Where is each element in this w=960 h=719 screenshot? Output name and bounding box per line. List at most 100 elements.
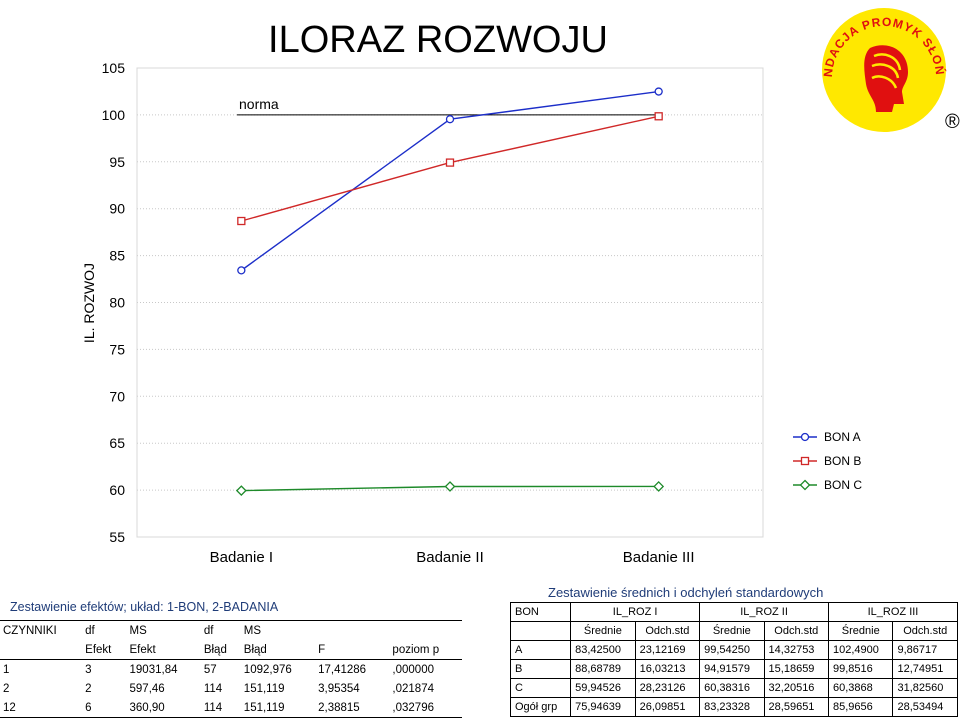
y-tick-label: 85: [109, 248, 125, 264]
table-header-row: Średnie Odch.std Średnie Odch.std Średnie Odc…: [509, 621, 958, 641]
y-tick-label: 90: [109, 201, 125, 217]
table-cell: 75,94639: [570, 697, 636, 717]
table-header-cell: F: [315, 640, 390, 660]
table-cell: 88,68789: [570, 659, 636, 679]
table-cell: ,021874: [392, 682, 434, 695]
table-cell: 3: [85, 663, 92, 676]
table-header-cell: poziom p: [389, 640, 462, 660]
y-tick-label: 65: [109, 435, 125, 451]
table-cell: 102,4900: [828, 640, 894, 660]
table-row: Ogół grp 75,94639 26,09851 83,23328 28,59651…: [509, 697, 958, 717]
y-tick-label: 105: [102, 60, 126, 76]
table-cell: 31,82560: [892, 678, 958, 698]
effects-table-title: Zestawienie efektów; układ: 1-BON, 2-BAD…: [10, 600, 279, 614]
y-tick-label: 70: [109, 388, 125, 404]
table-header-cell: IL_ROZ III: [828, 602, 958, 622]
table-cell: ,000000: [392, 663, 434, 676]
table-cell: 14,32753: [763, 640, 830, 660]
table-header-row: CZYNNIKI df MS df MS: [0, 620, 462, 640]
data-point: [445, 158, 455, 167]
table-cell: 1: [3, 663, 10, 676]
table-header-cell: MS: [240, 620, 316, 640]
table-cell: 9,86717: [892, 640, 958, 660]
table-cell: 28,53494: [892, 697, 958, 717]
table-header-cell: CZYNNIKI: [0, 620, 83, 640]
y-tick-label: 55: [109, 529, 125, 545]
table-header-cell: Efekt: [126, 640, 201, 660]
table-cell: 60,3868: [828, 678, 894, 698]
table-cell: 16,03213: [634, 659, 701, 679]
reference-line-label: norma: [239, 96, 279, 112]
table-cell: 17,41286: [318, 663, 367, 676]
legend-marker: [799, 479, 811, 491]
table-cell: ,032796: [389, 698, 462, 718]
table-cell: 57: [203, 663, 217, 676]
table-row: A 83,42500 23,12169 99,54250 14,32753 102,490…: [509, 640, 958, 660]
chart-title: ILORAZ ROZWOJU: [268, 19, 608, 61]
y-tick-label: 95: [109, 154, 125, 170]
y-axis-label: IL. ROZWOJ: [81, 263, 97, 343]
table-header-cell: Błąd: [240, 640, 316, 660]
table-cell: 360,90: [126, 698, 201, 718]
y-tick-label: 80: [109, 295, 125, 311]
table-row: 2 2 597,46 114 151,119 3,95354 ,021874: [0, 679, 462, 698]
table-cell: 99,54250: [699, 640, 765, 660]
table-cell: 15,18659: [763, 659, 830, 679]
table-header-cell: df: [82, 620, 127, 640]
table-row: C 59,94526 28,23126 60,38316 32,20516 60,3868…: [509, 678, 958, 698]
table-header-cell: IL_ROZ II: [699, 602, 830, 622]
series-line: [241, 115, 659, 222]
table-header-row: BON IL_ROZ I IL_ROZ II IL_ROZ III: [509, 602, 958, 622]
table-cell: 12: [0, 698, 83, 718]
table-header-cell: df: [200, 620, 241, 640]
table-header-cell: [315, 620, 390, 640]
legend-label: BON C: [824, 478, 862, 492]
table-cell: C: [509, 678, 572, 698]
table-cell: 19031,84: [129, 663, 178, 676]
table-cell: 23,12169: [634, 640, 701, 660]
table-header-cell: Efekt: [82, 640, 127, 660]
table-cell: 94,91579: [699, 659, 765, 679]
table-cell: 114: [203, 682, 223, 695]
data-point: [237, 266, 246, 275]
y-tick-label: 75: [109, 341, 125, 357]
table-cell: 597,46: [129, 682, 165, 695]
data-point: [444, 481, 456, 492]
table-header-cell: Średnie: [699, 621, 765, 641]
table-header-cell: BON: [509, 602, 572, 622]
table-header-cell: [509, 621, 572, 641]
table-cell: 32,20516: [763, 678, 830, 698]
table-header-cell: Średnie: [828, 621, 894, 641]
means-table-title: Zestawienie średnich i odchyleń standard…: [548, 585, 824, 600]
table-header-cell: Odch.std: [763, 621, 830, 641]
table-header-cell: Błąd: [200, 640, 241, 660]
table-cell: 1092,976: [243, 663, 292, 676]
table-cell: 2,38815: [315, 698, 390, 718]
table-header-cell: [0, 640, 83, 660]
table-cell: 12,74951: [892, 659, 958, 679]
legend-marker: [800, 456, 810, 466]
table-cell: 2: [3, 682, 10, 695]
x-tick-label: Badanie I: [210, 549, 273, 566]
table-header-cell: IL_ROZ I: [570, 602, 701, 622]
table-row: B 88,68789 16,03213 94,91579 15,18659 99,8516…: [509, 659, 958, 679]
table-cell: 26,09851: [634, 697, 701, 717]
table-cell: 151,119: [240, 698, 316, 718]
legend-marker: [800, 432, 810, 442]
table-cell: 99,8516: [828, 659, 894, 679]
legend: BON A BON B BON C: [793, 430, 862, 492]
data-point: [654, 112, 663, 121]
means-table: BON IL_ROZ I IL_ROZ II IL_ROZ III Średnie Odc…: [509, 602, 958, 717]
x-tick-label: Badanie II: [416, 549, 484, 566]
legend-label: BON B: [824, 454, 861, 468]
table-header-cell: Odch.std: [892, 621, 958, 641]
table-cell: 28,23126: [634, 678, 701, 698]
plot-frame: [136, 67, 764, 538]
table-cell: Ogół grp: [509, 697, 572, 717]
plot-area: 55 60 65 70 75 80 85 90 95 100 105 Badanie I Badanie…: [102, 60, 764, 566]
y-tick-label: 60: [109, 482, 125, 498]
data-point: [445, 115, 455, 124]
chart: ILORAZ ROZWOJU IL. ROZWOJ 55 60 65 70 75 80 85…: [81, 19, 862, 566]
